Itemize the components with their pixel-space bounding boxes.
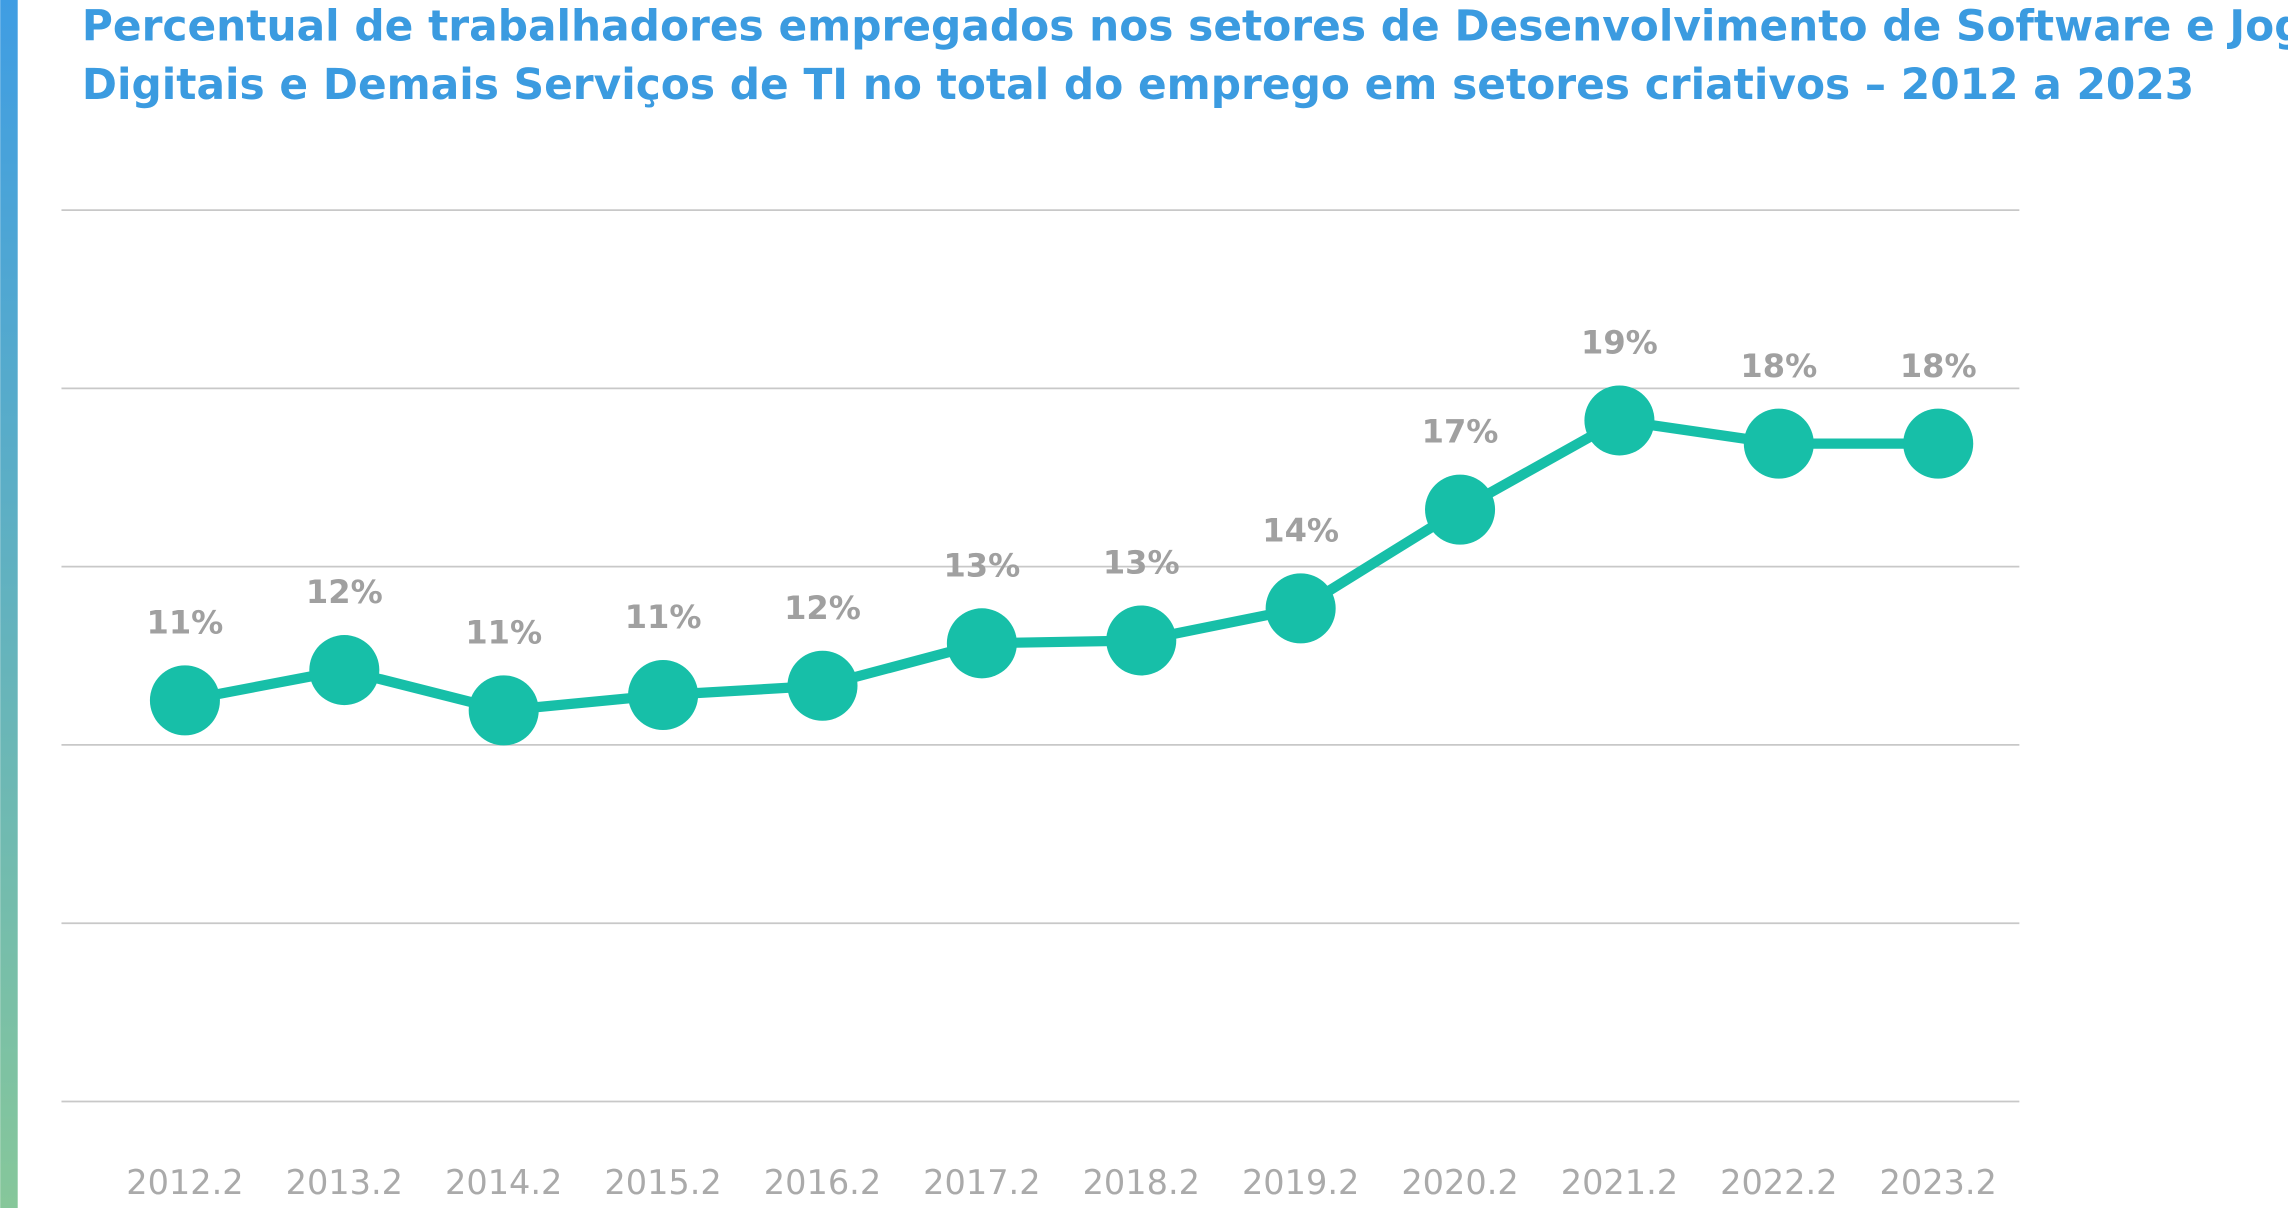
x-tick-label: 2018.2 (1083, 1163, 1200, 1202)
data-label: 13% (943, 546, 1020, 584)
point (787, 650, 858, 721)
side-bar (0, 0, 18, 1208)
x-tick-label: 2013.2 (286, 1163, 403, 1202)
data-label: 11% (147, 603, 224, 641)
x-tick-label: 2017.2 (923, 1163, 1040, 1202)
x-tick-label: 2022.2 (1720, 1163, 1837, 1202)
point (1584, 385, 1655, 456)
point (946, 608, 1017, 679)
data-label: 11% (625, 598, 702, 636)
data-label: 11% (465, 613, 542, 651)
data-label: 14% (1262, 512, 1339, 550)
point (468, 675, 539, 746)
data-label: 13% (1103, 544, 1180, 582)
chart-title: Digitais e Demais Serviços de TI no tota… (82, 60, 2194, 109)
chart-title: Percentual de trabalhadores empregados n… (82, 2, 2288, 51)
data-label: 19% (1581, 324, 1658, 362)
point (1106, 605, 1177, 676)
x-tick-label: 2021.2 (1561, 1163, 1678, 1202)
point (1743, 408, 1814, 479)
point (149, 665, 220, 736)
x-tick-label: 2020.2 (1401, 1163, 1518, 1202)
x-tick-label: 2014.2 (445, 1163, 562, 1202)
data-label: 18% (1740, 347, 1817, 385)
point (309, 635, 380, 706)
x-tick-label: 2016.2 (764, 1163, 881, 1202)
series-line (183, 415, 1939, 716)
point (1903, 408, 1974, 479)
data-label: 12% (784, 589, 861, 627)
point (628, 659, 699, 731)
point (1265, 573, 1336, 644)
data-label: 17% (1422, 413, 1499, 451)
x-tick-label: 2023.2 (1880, 1163, 1997, 1202)
data-label: 18% (1900, 347, 1977, 385)
point (1425, 474, 1496, 545)
data-label: 12% (306, 573, 383, 611)
x-tick-label: 2019.2 (1242, 1163, 1359, 1202)
x-tick-label: 2012.2 (126, 1163, 243, 1202)
x-tick-label: 2015.2 (604, 1163, 721, 1202)
